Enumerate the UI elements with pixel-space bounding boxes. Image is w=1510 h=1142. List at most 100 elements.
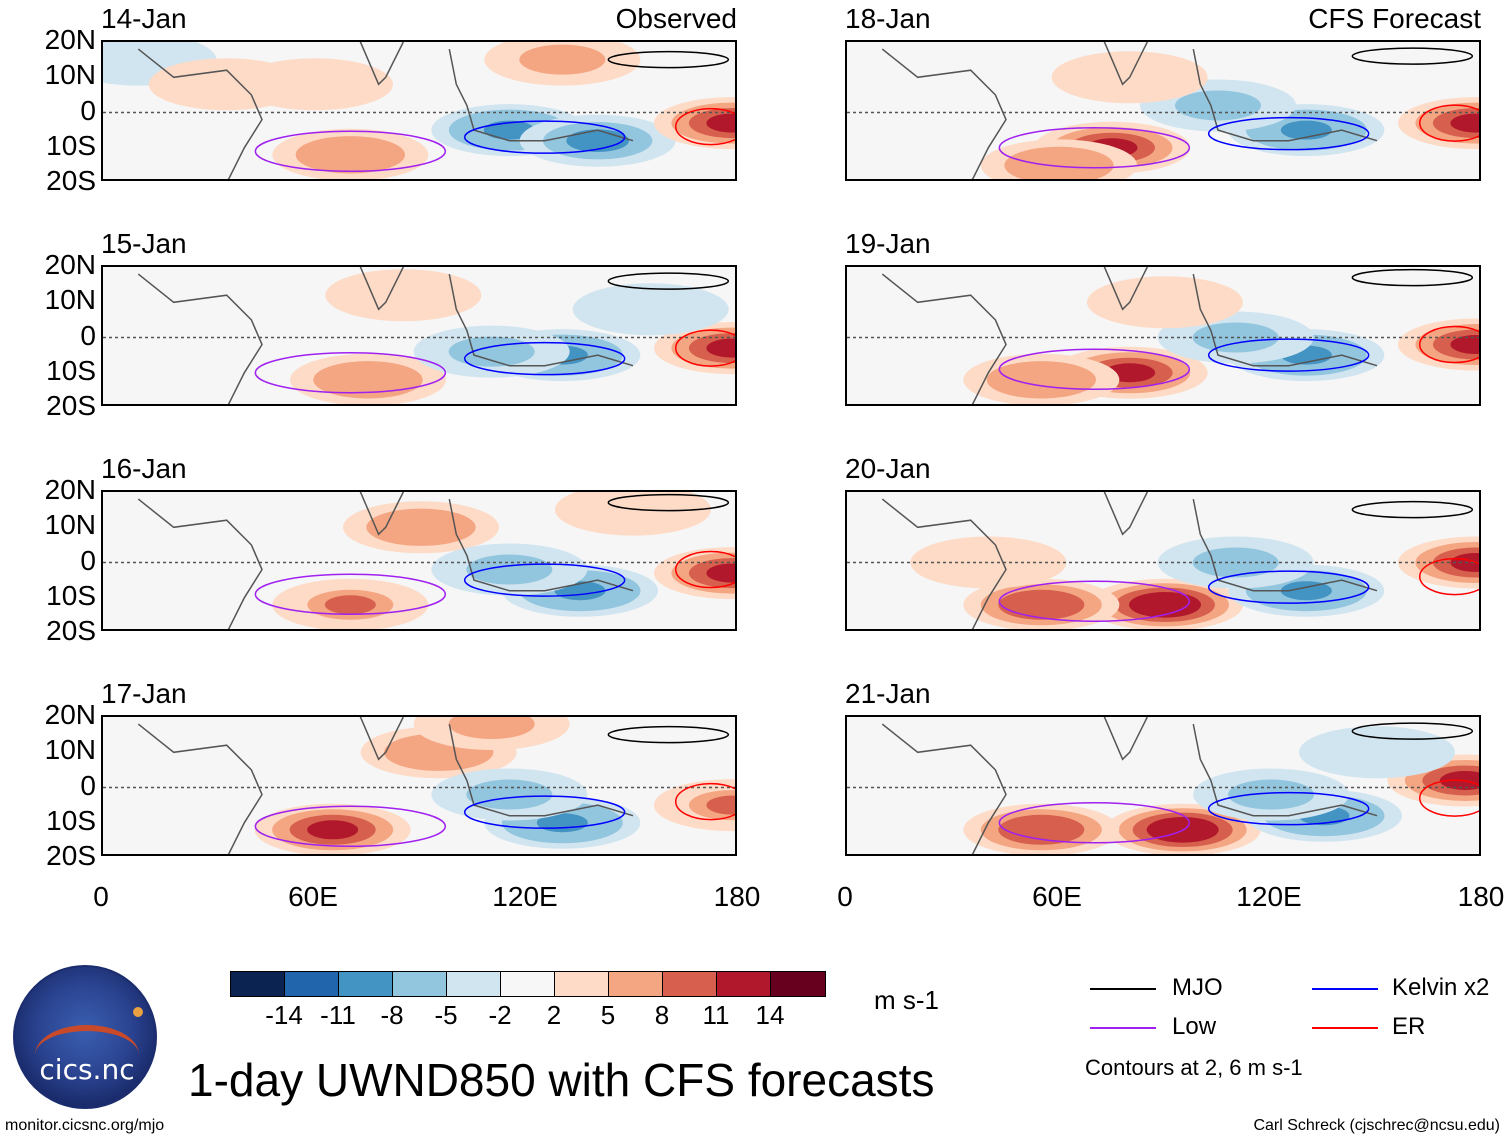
colorbar-tick-label: 2: [546, 1000, 562, 1030]
anomaly-feature: [1122, 287, 1208, 318]
y-tick-label: 20N: [44, 24, 96, 55]
y-tick-label: 20N: [44, 474, 96, 505]
earth-arc-icon: [35, 1025, 139, 1085]
contour-line: [254, 805, 447, 848]
anomaly-feature: [1010, 368, 1073, 392]
panel-date-label: 14-Jan: [101, 3, 187, 34]
contour-line: [674, 550, 735, 589]
wind-anomaly-map: [845, 715, 1481, 856]
colorbar-swatch: [501, 972, 555, 996]
footer-credit: Carl Schreck (cjschrec@ncsu.edu): [1253, 1117, 1500, 1134]
panel-21-Jan: 21-Jan: [845, 680, 1481, 856]
anomaly-feature: [1450, 335, 1479, 355]
y-tick-label: 10S: [46, 804, 96, 836]
anomaly-feature: [945, 547, 1032, 578]
contour-line: [674, 329, 735, 367]
contour-line: [998, 127, 1191, 169]
y-tick-label: 10S: [46, 129, 96, 161]
anomaly-feature: [706, 338, 735, 358]
colorbar-tick-label: -5: [434, 1000, 458, 1030]
colorbar-swatch: [285, 972, 339, 996]
legend-line-er: [1312, 1027, 1378, 1029]
colorbar-swatch: [717, 972, 771, 996]
colorbar-tick-label: -2: [488, 1000, 512, 1030]
y-tick-label: 0: [80, 319, 96, 351]
wind-anomaly-map: [101, 265, 737, 406]
contour-line: [607, 50, 730, 69]
panel-date-label: 20-Jan: [845, 453, 931, 484]
y-tick-label: 0: [80, 94, 96, 126]
anomaly-feature: [1175, 90, 1261, 121]
x-tick-label: 60E: [288, 881, 338, 912]
panel-source-label: CFS Forecast: [1308, 3, 1481, 34]
colorbar-swatch: [609, 972, 663, 996]
coastline: [881, 492, 1378, 629]
wind-anomaly-map: [845, 40, 1481, 181]
coastline: [881, 717, 1378, 854]
sun-icon: [133, 1007, 143, 1017]
anomaly-feature: [389, 515, 453, 539]
contour-line: [1207, 338, 1370, 372]
y-tick-label: 10N: [44, 59, 96, 91]
coastline: [137, 492, 634, 629]
footer-url: monitor.cicsnc.org/mjo: [5, 1117, 165, 1134]
contour-line: [1351, 47, 1474, 65]
anomaly-feature: [706, 563, 735, 583]
legend-line-mjo: [1090, 988, 1156, 990]
colorbar-swatch: [663, 972, 717, 996]
anomaly-feature: [466, 554, 553, 585]
panel-14-Jan: 14-Jan Observed: [101, 5, 737, 181]
panel-18-Jan: 18-Jan CFS Forecast: [845, 5, 1481, 181]
colorbar-tick-label: 5: [600, 1000, 616, 1030]
panel-source-label: Observed: [615, 3, 737, 34]
contour-line: [607, 493, 730, 512]
contour-line: [463, 120, 626, 154]
contour-line: [463, 795, 626, 829]
anomaly-feature: [336, 368, 400, 392]
y-tick-label: 20N: [44, 699, 96, 730]
colorbar-tick-label: -14: [265, 1000, 303, 1030]
anomaly-feature: [360, 280, 447, 311]
wind-anomaly-map: [101, 490, 737, 631]
panel-15-Jan: 15-Jan: [101, 230, 737, 406]
anomaly-feature: [1192, 322, 1279, 353]
contour-line: [674, 782, 735, 821]
contour-line: [1351, 722, 1474, 740]
panel-date-label: 15-Jan: [101, 228, 187, 259]
anomaly-feature: [324, 595, 376, 615]
wind-anomaly-map: [101, 40, 737, 181]
cics-logo: cics.nc: [13, 965, 157, 1109]
y-tick-label: 10S: [46, 579, 96, 611]
colorbar: [230, 971, 826, 997]
panel-16-Jan: 16-Jan: [101, 455, 737, 631]
contour-line: [463, 563, 626, 597]
colorbar-tick-label: 11: [702, 1000, 730, 1030]
colorbar-swatch: [231, 972, 285, 996]
contour-line: [998, 580, 1191, 623]
anomaly-feature: [1015, 595, 1067, 615]
contour-line: [607, 725, 730, 744]
y-tick-label: 20S: [46, 615, 96, 646]
anomaly-feature: [1280, 581, 1332, 601]
colorbar-tick-label: -8: [380, 1000, 404, 1030]
anomaly-feature: [706, 795, 735, 815]
y-tick-label: 20S: [46, 165, 96, 196]
contour-line: [1418, 779, 1479, 817]
panel-date-label: 21-Jan: [845, 678, 931, 709]
contour-line: [1351, 500, 1474, 519]
panel-date-label: 18-Jan: [845, 3, 931, 34]
anomaly-feature: [1334, 737, 1420, 768]
anomaly-feature: [519, 44, 606, 75]
wind-anomaly-map: [845, 265, 1481, 406]
contour-line: [1207, 791, 1370, 826]
panel-date-label: 17-Jan: [101, 678, 187, 709]
y-tick-label: 20S: [46, 390, 96, 421]
y-tick-label: 10N: [44, 734, 96, 766]
legend-label-low: Low: [1172, 1013, 1217, 1040]
panel-20-Jan: 20-Jan: [845, 455, 1481, 631]
colorbar-tick-label: 8: [654, 1000, 670, 1030]
logo-text: cics.nc: [39, 1053, 135, 1086]
y-tick-label: 20N: [44, 249, 96, 280]
contour-line: [674, 107, 735, 146]
legend-label-mjo: MJO: [1172, 974, 1223, 1001]
